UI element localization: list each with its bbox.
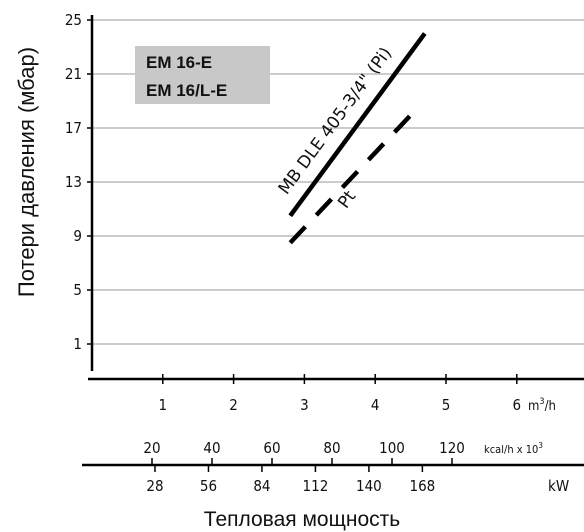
y-tick-label-17: 17 [65, 119, 82, 137]
kw-tick-label-168: 168 [409, 477, 435, 495]
y-tick-label-21: 21 [65, 65, 82, 83]
m3h-tick-label-1: 1 [159, 396, 168, 414]
legend-box-line-2: EM 16/L-E [146, 81, 227, 100]
m3h-tick-label-5: 5 [442, 396, 451, 414]
y-tick-label-9: 9 [73, 227, 82, 245]
y-tick-label-13: 13 [65, 173, 82, 191]
series-line-pt [288, 106, 420, 245]
m3h-tick-label-4: 4 [371, 396, 380, 414]
legend-box: EM 16-E EM 16/L-E [135, 46, 270, 104]
kcal-tick-label-60: 60 [263, 439, 280, 457]
y-axis-label: Потери давления (мбар) [14, 47, 39, 297]
series-label-pt: Pt [334, 187, 360, 213]
x-axis-label: Тепловая мощность [204, 508, 400, 531]
series-label-pi: MB DLE 405-3/4" (Pi) [275, 44, 396, 199]
kw-tick-label-28: 28 [146, 477, 163, 495]
y-tick-label-1: 1 [73, 335, 82, 353]
kw-tick-label-56: 56 [200, 477, 217, 495]
series-lines [288, 32, 427, 245]
y-tick-label-5: 5 [73, 281, 82, 299]
m3h-unit-tail: /h [545, 399, 556, 414]
axes [82, 15, 584, 472]
kw-tick-label-140: 140 [356, 477, 382, 495]
kcal-unit-base: kcal/h x 10 [484, 443, 538, 456]
kcal-unit-label: kcal/h x 103 [484, 441, 543, 456]
legend-box-line-1: EM 16-E [146, 53, 212, 72]
m3h-unit-base: m [528, 399, 539, 414]
kcal-tick-label-40: 40 [203, 439, 220, 457]
kcal-unit-exponent: 3 [538, 441, 543, 450]
kw-unit-label: kW [548, 477, 569, 495]
series-line-pi [288, 32, 427, 218]
kcal-tick-label-120: 120 [439, 439, 465, 457]
m3h-tick-label-2: 2 [229, 396, 238, 414]
kw-tick-label-112: 112 [303, 477, 329, 495]
kcal-tick-label-100: 100 [379, 439, 405, 457]
m3h-tick-label-6: 6 [513, 396, 522, 414]
kcal-tick-label-20: 20 [143, 439, 160, 457]
m3h-unit-label: m3/h [528, 397, 556, 414]
kcal-tick-label-80: 80 [323, 439, 340, 457]
y-tick-label-25: 25 [65, 11, 82, 29]
m3h-unit-exponent: 3 [539, 397, 544, 407]
kw-tick-label-84: 84 [253, 477, 270, 495]
legend-box-background [135, 46, 270, 104]
m3h-tick-label-3: 3 [300, 396, 309, 414]
